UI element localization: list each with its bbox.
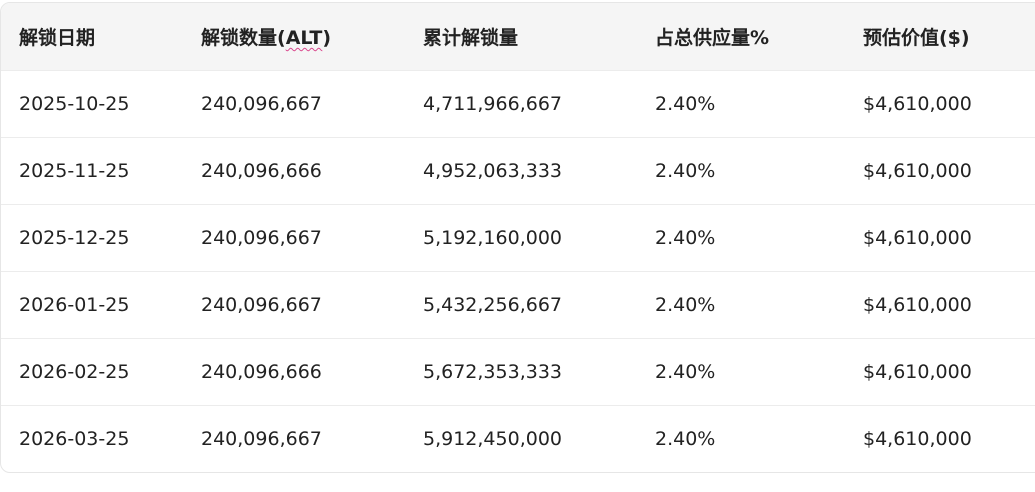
cell-unlock-date: 2025-10-25 bbox=[19, 92, 130, 115]
header-unlock-amount: 解锁数量(ALT) bbox=[201, 3, 423, 70]
cell-estimated-value: $4,610,000 bbox=[863, 427, 972, 450]
cell-unlock-amount: 240,096,667 bbox=[201, 293, 322, 316]
table-row: 2026-02-25 240,096,666 5,672,353,333 2.40% $… bbox=[1, 338, 1035, 405]
header-row: 解锁日期 解锁数量(ALT) 累计解锁量 占总供应量% 预估价值($) bbox=[1, 3, 1035, 70]
cell-unlock-amount: 240,096,667 bbox=[201, 226, 322, 249]
cell-supply-percent: 2.40% bbox=[655, 92, 716, 115]
cell-unlock-date: 2025-11-25 bbox=[19, 159, 130, 182]
unlock-schedule-table-container: 解锁日期 解锁数量(ALT) 累计解锁量 占总供应量% 预估价值($) 2025… bbox=[0, 2, 1035, 473]
cell-supply-percent: 2.40% bbox=[655, 226, 716, 249]
cell-supply-percent: 2.40% bbox=[655, 293, 716, 316]
header-cumulative-unlocked: 累计解锁量 bbox=[423, 26, 519, 49]
cell-unlock-amount: 240,096,667 bbox=[201, 92, 322, 115]
cell-unlock-amount: 240,096,667 bbox=[201, 427, 322, 450]
cell-estimated-value: $4,610,000 bbox=[863, 159, 972, 182]
table-row: 2025-12-25 240,096,667 5,192,160,000 2.40% $… bbox=[1, 204, 1035, 271]
cell-unlock-date: 2025-12-25 bbox=[19, 226, 130, 249]
cell-unlock-date: 2026-01-25 bbox=[19, 293, 130, 316]
cell-supply-percent: 2.40% bbox=[655, 427, 716, 450]
table-row: 2026-03-25 240,096,667 5,912,450,000 2.40% $… bbox=[1, 405, 1035, 472]
cell-unlock-date: 2026-02-25 bbox=[19, 360, 130, 383]
table-row: 2025-11-25 240,096,666 4,952,063,333 2.40% $… bbox=[1, 137, 1035, 204]
table-row: 2025-10-25 240,096,667 4,711,966,667 2.40% $… bbox=[1, 70, 1035, 137]
header-unlock-amount-token: ALT bbox=[285, 26, 323, 49]
cell-estimated-value: $4,610,000 bbox=[863, 226, 972, 249]
header-supply-percent: 占总供应量% bbox=[655, 26, 770, 49]
cell-cumulative-unlocked: 5,192,160,000 bbox=[423, 226, 563, 249]
table-row: 2026-01-25 240,096,667 5,432,256,667 2.40% $… bbox=[1, 271, 1035, 338]
header-unlock-amount-prefix: 解锁数量( bbox=[201, 26, 286, 49]
header-estimated-value: 预估价值($) bbox=[863, 26, 970, 49]
header-unlock-amount-suffix: ) bbox=[322, 26, 332, 49]
cell-estimated-value: $4,610,000 bbox=[863, 92, 972, 115]
unlock-schedule-table: 解锁日期 解锁数量(ALT) 累计解锁量 占总供应量% 预估价值($) 2025… bbox=[1, 3, 1035, 472]
table-body: 2025-10-25 240,096,667 4,711,966,667 2.40% $… bbox=[1, 70, 1035, 472]
cell-cumulative-unlocked: 5,432,256,667 bbox=[423, 293, 563, 316]
cell-cumulative-unlocked: 5,912,450,000 bbox=[423, 427, 563, 450]
header-unlock-date: 解锁日期 bbox=[19, 26, 96, 49]
cell-estimated-value: $4,610,000 bbox=[863, 293, 972, 316]
cell-unlock-date: 2026-03-25 bbox=[19, 427, 130, 450]
cell-supply-percent: 2.40% bbox=[655, 360, 716, 383]
table-header: 解锁日期 解锁数量(ALT) 累计解锁量 占总供应量% 预估价值($) bbox=[1, 3, 1035, 70]
cell-estimated-value: $4,610,000 bbox=[863, 360, 972, 383]
cell-cumulative-unlocked: 5,672,353,333 bbox=[423, 360, 563, 383]
cell-unlock-amount: 240,096,666 bbox=[201, 159, 322, 182]
cell-unlock-amount: 240,096,666 bbox=[201, 360, 322, 383]
cell-supply-percent: 2.40% bbox=[655, 159, 716, 182]
cell-cumulative-unlocked: 4,711,966,667 bbox=[423, 92, 563, 115]
cell-cumulative-unlocked: 4,952,063,333 bbox=[423, 159, 563, 182]
